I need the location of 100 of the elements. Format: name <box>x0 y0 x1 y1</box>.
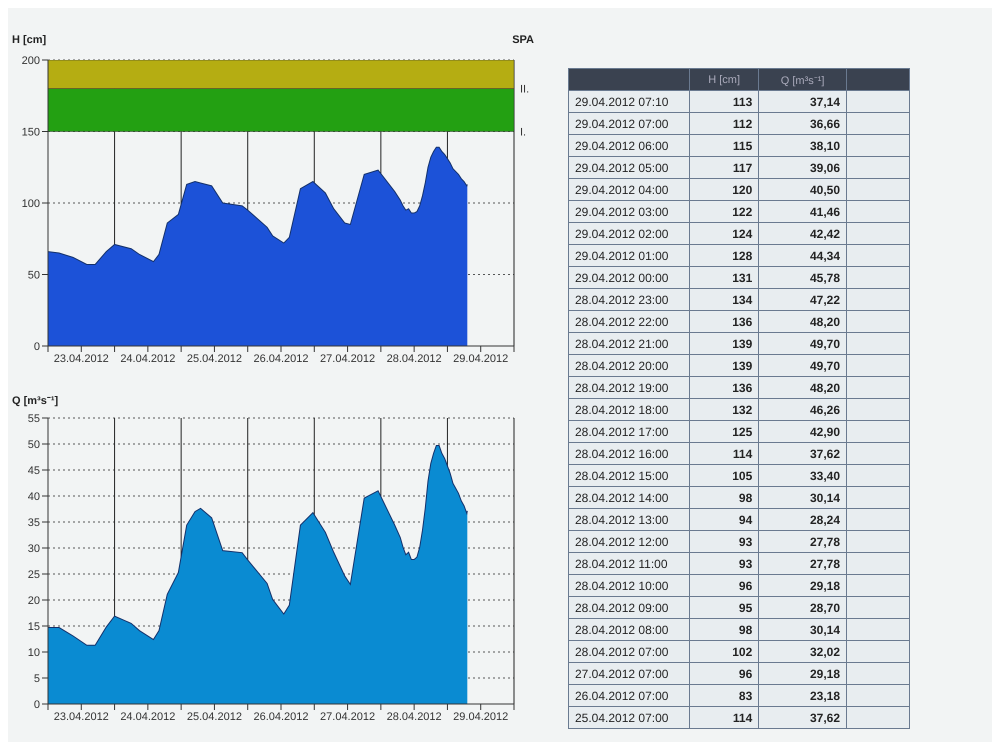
category-label: 29.04.2012 06:00 <box>568 134 690 156</box>
data-label: 120 <box>690 178 759 200</box>
data-label: 47,22 <box>758 288 846 310</box>
y-tick-label: 40 <box>28 490 40 503</box>
data-label: 105 <box>690 464 759 486</box>
data-label: 131 <box>690 266 759 288</box>
data-label: 48,20 <box>758 310 846 332</box>
category-label: 26.04.2012 07:00 <box>568 684 690 706</box>
x-tick-label: 23.04.2012 <box>54 710 109 723</box>
y-axis-title: H [cm] <box>12 34 46 46</box>
data-label: 27,78 <box>758 552 846 574</box>
y-tick-label: 55 <box>28 412 40 425</box>
data-label: 96 <box>690 574 759 596</box>
y-tick-label: 45 <box>28 464 40 477</box>
category-label: 28.04.2012 17:00 <box>568 420 690 442</box>
y-tick-label: 20 <box>28 594 40 607</box>
y-axis-title: Q [m³s⁻¹] <box>12 394 58 407</box>
series-label: H [cm] <box>690 68 759 90</box>
data-label: 23,18 <box>758 684 846 706</box>
band-label: II. <box>520 84 530 96</box>
category-label: 28.04.2012 22:00 <box>568 310 690 332</box>
data-label: 44,34 <box>758 244 846 266</box>
data-label: 128 <box>690 244 759 266</box>
data-label: 98 <box>690 486 759 508</box>
category-label: 28.04.2012 07:00 <box>568 640 690 662</box>
category-label: 28.04.2012 21:00 <box>568 332 690 354</box>
data-label: 125 <box>690 420 759 442</box>
data-label: 36,66 <box>758 112 846 134</box>
y-tick-label: 0 <box>34 698 40 711</box>
data-label: 139 <box>690 354 759 376</box>
category-label: 28.04.2012 11:00 <box>568 552 690 574</box>
data-label: 28,24 <box>758 508 846 530</box>
category-label: 29.04.2012 05:00 <box>568 156 690 178</box>
data-label: 95 <box>690 596 759 618</box>
text: Q [m³s⁻¹] <box>758 68 846 90</box>
data-label: 134 <box>690 288 759 310</box>
category-label: 29.04.2012 00:00 <box>568 266 690 288</box>
data-label: 49,70 <box>758 332 846 354</box>
category-label: 28.04.2012 20:00 <box>568 354 690 376</box>
category-label: 28.04.2012 08:00 <box>568 618 690 640</box>
category-label: 28.04.2012 09:00 <box>568 596 690 618</box>
x-tick-label: 24.04.2012 <box>120 710 176 723</box>
data-label: 32,02 <box>758 640 846 662</box>
category-label: 28.04.2012 12:00 <box>568 530 690 552</box>
data-label: 29,18 <box>758 574 846 596</box>
data-label: 114 <box>690 706 759 728</box>
data-label: 122 <box>690 200 759 222</box>
x-tick-label: 27.04.2012 <box>320 710 376 723</box>
category-label: 28.04.2012 10:00 <box>568 574 690 596</box>
category-label: 28.04.2012 14:00 <box>568 486 690 508</box>
data-label: 48,20 <box>758 376 846 398</box>
data-label: 39,06 <box>758 156 846 178</box>
y-tick-label: 25 <box>28 568 40 581</box>
category-label: 28.04.2012 16:00 <box>568 442 690 464</box>
data-label: 42,42 <box>758 222 846 244</box>
y-tick-label: 35 <box>28 516 40 529</box>
x-tick-label: 29.04.2012 <box>453 710 508 723</box>
y-tick-label: 10 <box>28 646 40 659</box>
band-label: I. <box>520 126 526 138</box>
data-label: 136 <box>690 310 759 332</box>
data-label: 115 <box>690 134 759 156</box>
y-tick-label: 15 <box>28 620 40 633</box>
text: SPA <box>512 34 534 46</box>
category-label: 28.04.2012 18:00 <box>568 398 690 420</box>
data-label: 37,62 <box>758 442 846 464</box>
category-label: 29.04.2012 02:00 <box>568 222 690 244</box>
data-label: 49,70 <box>758 354 846 376</box>
data-label: 139 <box>690 332 759 354</box>
data-label: 117 <box>690 156 759 178</box>
data-label: 30,14 <box>758 486 846 508</box>
data-label: 93 <box>690 530 759 552</box>
y-tick-label: 0 <box>34 340 40 353</box>
data-label: 96 <box>690 662 759 684</box>
data-label: 136 <box>690 376 759 398</box>
data-label: 46,26 <box>758 398 846 420</box>
y-tick-label: 200 <box>22 54 40 67</box>
y-tick-label: 30 <box>28 542 40 555</box>
data-label: 33,40 <box>758 464 846 486</box>
category-label: 29.04.2012 07:10 <box>568 90 690 112</box>
data-label: 124 <box>690 222 759 244</box>
data-label: 30,14 <box>758 618 846 640</box>
data-label: 113 <box>690 90 759 112</box>
x-tick-label: 25.04.2012 <box>186 352 242 365</box>
category-label: 28.04.2012 13:00 <box>568 508 690 530</box>
x-tick-label: 28.04.2012 <box>386 710 442 723</box>
data-label: 98 <box>690 618 759 640</box>
data-label: 94 <box>690 508 759 530</box>
data-label: 38,10 <box>758 134 846 156</box>
x-tick-label: 26.04.2012 <box>253 710 309 723</box>
x-tick-label: 27.04.2012 <box>320 352 376 365</box>
category-label: 27.04.2012 07:00 <box>568 662 690 684</box>
data-label: 102 <box>690 640 759 662</box>
y-tick-label: 5 <box>34 672 40 685</box>
x-tick-label: 26.04.2012 <box>253 352 309 365</box>
data-label: 132 <box>690 398 759 420</box>
data-label: 42,90 <box>758 420 846 442</box>
category-label: 28.04.2012 23:00 <box>568 288 690 310</box>
data-label: 83 <box>690 684 759 706</box>
category-label: 29.04.2012 07:00 <box>568 112 690 134</box>
data-label: 112 <box>690 112 759 134</box>
